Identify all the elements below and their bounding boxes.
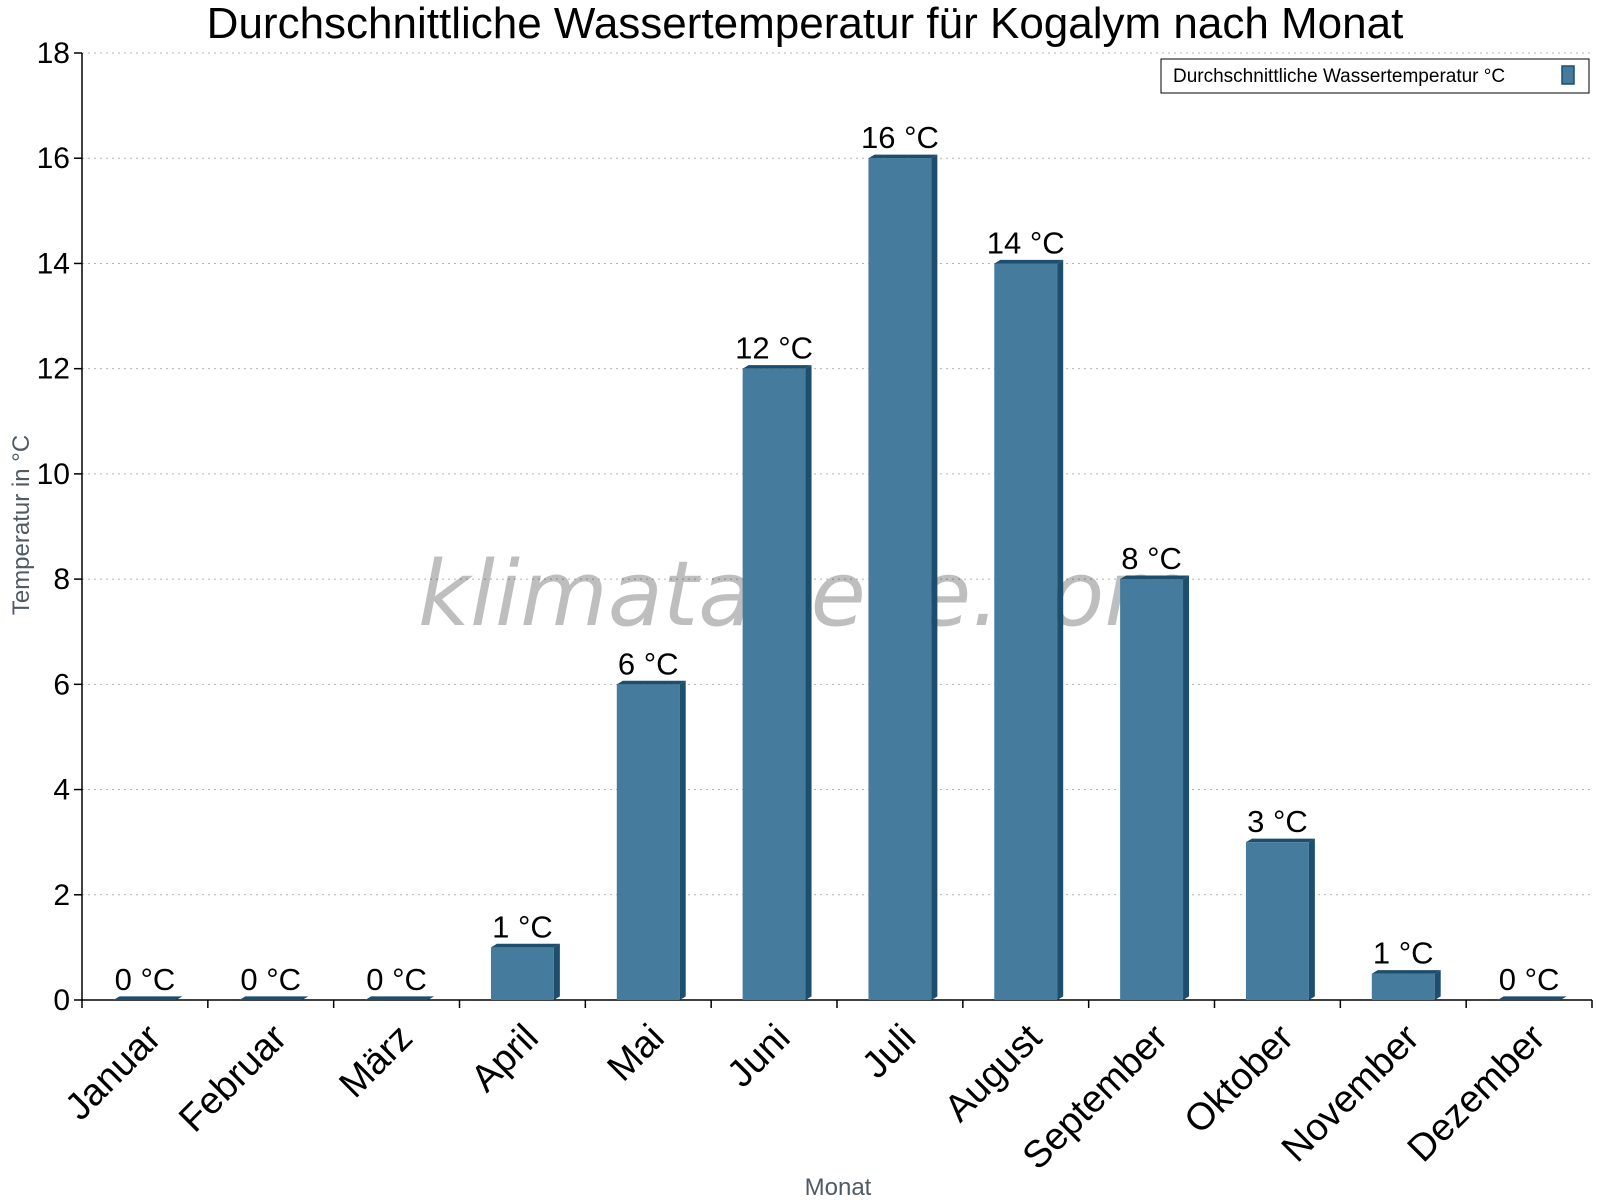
y-tick-label: 0 [53,984,70,1017]
y-tick-label: 18 [37,37,70,70]
y-axis-title: Temperatur in °C [8,435,35,615]
bar-top [616,680,686,685]
legend: Durchschnittliche Wassertemperatur °C [1160,58,1590,94]
bar-front [742,368,806,1001]
data-label: 8 °C [1121,541,1182,576]
bar-top [113,996,183,1000]
chart-title: Durchschnittliche Wassertemperatur für K… [207,0,1404,48]
data-labels: 0 °C 0 °C 0 °C 1 °C 6 °C 12 °C 16 °C 14 °C 8 °C 3… [115,120,1560,997]
bar-top [239,996,309,1000]
bar-front [490,947,554,1000]
bar-side [1057,259,1064,1000]
bar-top [1371,970,1441,974]
legend-label: Durchschnittliche Wassertemperatur °C [1173,66,1505,87]
bar-top [868,154,938,159]
bar-top [742,365,812,369]
x-tick-label: Oktober [1177,1016,1303,1142]
bar-top [365,996,435,1000]
bar [1497,996,1567,1000]
bar-side [553,943,560,1000]
legend-swatch [1561,65,1575,85]
data-label: 14 °C [987,225,1065,260]
x-tick-label: April [463,1017,546,1100]
x-tick-label: Dezember [1400,1016,1554,1170]
bar-side [1434,970,1441,1000]
bar-side [805,365,812,1001]
x-tick-label: Februar [171,1016,295,1140]
x-tick-label: Mai [600,1017,673,1090]
bar-front [1371,973,1435,1000]
bar [868,154,938,1001]
x-tick-labels: Januar Februar März April Mai Juni Juli AugustS… [57,1016,1553,1177]
legend-box [1160,58,1590,94]
data-label: 0 °C [1499,962,1560,997]
axes [74,52,1593,1008]
data-label: 12 °C [735,331,813,366]
bar-top [490,943,560,948]
grid-lines [82,52,1592,896]
bar [994,259,1064,1000]
bar-side [679,680,686,1000]
bar [742,365,812,1001]
y-tick-label: 12 [37,353,70,386]
bar-front [994,263,1058,1000]
bar [1245,838,1315,1000]
bar-top [1497,996,1567,1000]
bar-top [994,259,1064,264]
bar [616,680,686,1000]
bar [490,943,560,1000]
bar-side [931,154,938,1001]
bar [365,996,435,1000]
data-label: 6 °C [618,646,679,681]
data-label: 3 °C [1247,804,1308,839]
data-label: 16 °C [861,120,939,155]
bar-front [616,684,680,1000]
data-label: 0 °C [115,962,176,997]
y-tick-label: 2 [53,879,70,912]
x-tick-label: Januar [57,1016,169,1128]
bar [239,996,309,1000]
bar-top [1245,838,1315,843]
y-tick-label: 4 [53,774,70,807]
y-tick-label: 14 [37,247,70,280]
x-tick-label: August [937,1016,1051,1130]
y-tick-label: 8 [53,563,70,596]
bar [113,996,183,1000]
y-tick-label: 6 [53,668,70,701]
data-label: 1 °C [1373,936,1434,971]
data-label: 0 °C [240,962,301,997]
bar-side [1308,838,1315,1000]
bars [113,154,1567,1001]
x-tick-label: Juni [719,1017,798,1096]
bar-top [1120,575,1190,580]
x-tick-label: November [1274,1016,1428,1170]
data-label: 0 °C [366,962,427,997]
y-tick-label: 16 [37,142,70,175]
x-tick-label: März [332,1017,421,1106]
x-axis-title: Monat [805,1174,872,1200]
bar-side [1183,575,1190,1000]
x-tick-label: Juli [854,1017,924,1087]
bar-front [1120,579,1184,1000]
bar-front [1245,842,1309,1000]
bar-front [868,158,932,1000]
y-tick-label: 10 [37,458,70,491]
bar [1120,575,1190,1000]
y-tick-labels: 0 2 4 6 8 10 12 14 16 18 [37,37,70,1017]
bar [1371,970,1441,1000]
data-label: 1 °C [492,909,553,944]
